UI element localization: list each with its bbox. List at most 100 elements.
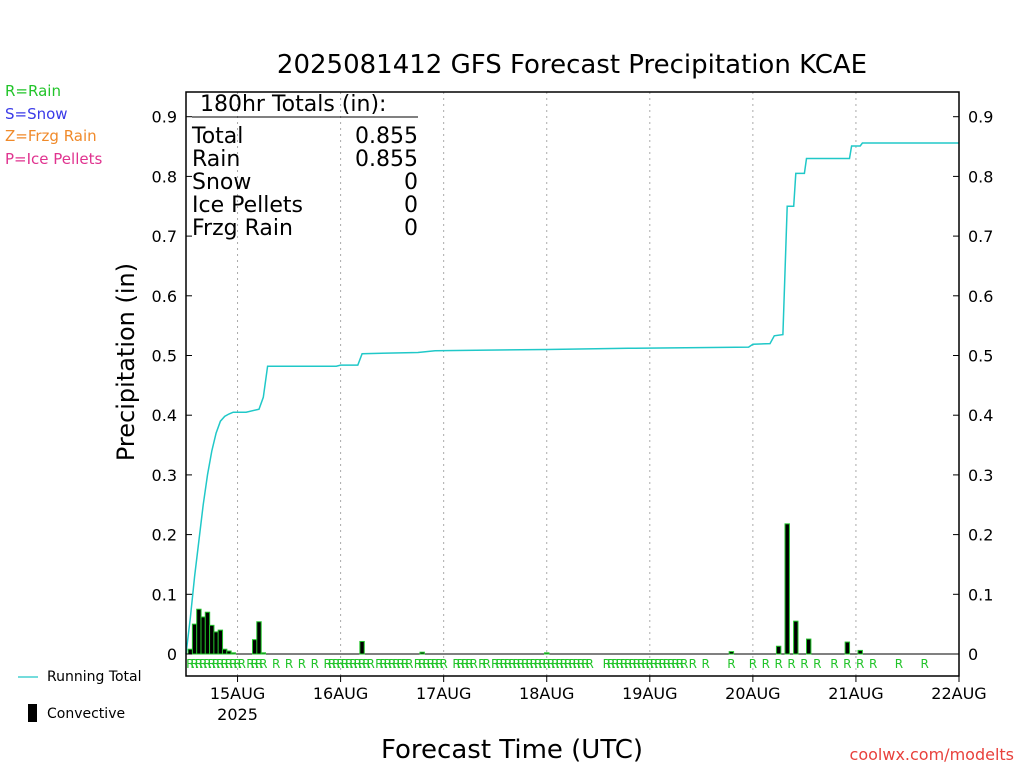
ptype-mark-rain: R bbox=[547, 657, 555, 671]
ptype-mark-rain: R bbox=[431, 657, 439, 671]
totals-label-frzg-rain: Frzg Rain bbox=[192, 216, 293, 241]
convective-bar bbox=[844, 641, 851, 655]
ptype-mark-rain: R bbox=[311, 657, 319, 671]
x-tick-sublabel: 2025 bbox=[217, 705, 258, 724]
ptype-mark-rain: R bbox=[749, 657, 757, 671]
ptype-mark-rain: R bbox=[439, 657, 447, 671]
ptype-mark-rain: R bbox=[195, 657, 203, 671]
convective-bar bbox=[252, 639, 258, 655]
ptype-mark-rain: R bbox=[538, 657, 546, 671]
ptype-mark-rain: R bbox=[401, 657, 409, 671]
x-tick-label: 17AUG bbox=[416, 684, 471, 703]
ptype-mark-rain: R bbox=[586, 657, 594, 671]
ptype-mark-rain: R bbox=[762, 657, 770, 671]
ptype-mark-rain: R bbox=[358, 657, 366, 671]
ptype-mark-rain: R bbox=[259, 657, 267, 671]
ptype-mark-rain: R bbox=[813, 657, 821, 671]
legend-snow: S=Snow bbox=[5, 105, 68, 123]
y-tick-label-right: 0.5 bbox=[968, 347, 993, 366]
ptype-mark-rain: R bbox=[482, 657, 490, 671]
y-tick-label-left: 0.7 bbox=[152, 227, 177, 246]
ptype-mark-rain: R bbox=[581, 657, 589, 671]
ptype-mark-rain: R bbox=[521, 657, 529, 671]
totals-value-rain: 0.855 bbox=[355, 147, 418, 172]
totals-value-frzg-rain: 0 bbox=[404, 216, 418, 241]
convective-bar bbox=[204, 611, 211, 655]
ptype-mark-rain: R bbox=[186, 657, 194, 671]
ptype-mark-rain: R bbox=[611, 657, 619, 671]
legend-ice-pellets: P=Ice Pellets bbox=[5, 150, 103, 168]
convective-bar bbox=[256, 621, 262, 655]
y-tick-label-left: 0.8 bbox=[152, 167, 177, 186]
ptype-mark-rain: R bbox=[517, 657, 525, 671]
ptype-mark-rain: R bbox=[427, 657, 435, 671]
x-tick-label: 21AUG bbox=[828, 684, 883, 703]
legend-rain: R=Rain bbox=[5, 82, 61, 100]
ptype-mark-rain: R bbox=[285, 657, 293, 671]
ptype-mark-rain: R bbox=[895, 657, 903, 671]
ptype-mark-rain: R bbox=[332, 657, 340, 671]
ptype-mark-rain: R bbox=[328, 657, 336, 671]
convective-bar bbox=[221, 648, 228, 655]
ptype-mark-rain: R bbox=[366, 657, 374, 671]
ptype-mark-rain: R bbox=[246, 657, 254, 671]
ptype-mark-rain: R bbox=[620, 657, 628, 671]
y-tick-label-right: 0.1 bbox=[968, 585, 993, 604]
running-total-legend-label: Running Total bbox=[47, 669, 142, 685]
x-axis-ticks: 15AUG 2025 16AUG 17AUG 18AUG 19AUG 20AUG 21AUG 2… bbox=[210, 676, 987, 724]
x-tick-label: 16AUG bbox=[313, 684, 368, 703]
ptype-mark-rain: R bbox=[397, 657, 405, 671]
ptype-mark-rain: R bbox=[659, 657, 667, 671]
y-tick-label-right: 0.7 bbox=[968, 227, 993, 246]
ptype-mark-rain: R bbox=[624, 657, 632, 671]
ptype-mark-rain: R bbox=[220, 657, 228, 671]
ptype-mark-rain: R bbox=[543, 657, 551, 671]
ptype-mark-rain: R bbox=[422, 657, 430, 671]
y-tick-label-right: 0.2 bbox=[968, 526, 993, 545]
y-axis-ticks: 0 00.1 0.10.2 0.20.3 0.30.4 0.40.5 0.50.6 0.60.… bbox=[152, 108, 994, 664]
y-tick-label-left: 0.4 bbox=[152, 406, 177, 425]
x-tick-label: 22AUG bbox=[931, 684, 986, 703]
ptype-mark-rain: R bbox=[345, 657, 353, 671]
ptype-mark-rain: R bbox=[504, 657, 512, 671]
y-tick-label-right: 0.4 bbox=[968, 406, 993, 425]
ptype-mark-rain: R bbox=[255, 657, 263, 671]
ptype-mark-rain: R bbox=[336, 657, 344, 671]
convective-bar bbox=[260, 652, 267, 655]
convective-bar bbox=[728, 651, 735, 655]
ptype-mark-rain: R bbox=[298, 657, 306, 671]
ptype-mark-rain: R bbox=[362, 657, 370, 671]
ptype-mark-rain: R bbox=[680, 657, 688, 671]
convective-bar bbox=[359, 640, 365, 655]
y-tick-label-left: 0.6 bbox=[152, 287, 177, 306]
ptype-mark-rain: R bbox=[229, 657, 237, 671]
ptype-mark-rain: R bbox=[641, 657, 649, 671]
ptype-mark-rain: R bbox=[513, 657, 521, 671]
convective-bar bbox=[213, 631, 219, 655]
x-tick-label: 19AUG bbox=[622, 684, 677, 703]
ptype-mark-rain: R bbox=[663, 657, 671, 671]
ptype-mark-rain: R bbox=[341, 657, 349, 671]
ptype-mark-rain: R bbox=[534, 657, 542, 671]
ptype-mark-rain: R bbox=[573, 657, 581, 671]
legend-frzg-rain: Z=Frzg Rain bbox=[5, 127, 97, 145]
y-tick-label-right: 0.9 bbox=[968, 108, 993, 127]
ptype-mark-rain: R bbox=[225, 657, 233, 671]
ptype-mark-rain: R bbox=[633, 657, 641, 671]
ptype-mark-rain: R bbox=[392, 657, 400, 671]
chart-title: 2025081412 GFS Forecast Precipitation KC… bbox=[276, 50, 868, 80]
totals-value-total: 0.855 bbox=[355, 124, 418, 149]
ptype-mark-rain: R bbox=[671, 657, 679, 671]
x-tick-label: 18AUG bbox=[519, 684, 574, 703]
ptype-mark-rain: R bbox=[203, 657, 211, 671]
x-tick-label: 20AUG bbox=[725, 684, 780, 703]
ptype-mark-rain: R bbox=[787, 657, 795, 671]
ptype-mark-rain: R bbox=[251, 657, 259, 671]
ptype-mark-rain: R bbox=[238, 657, 246, 671]
y-tick-label-left: 0.2 bbox=[152, 526, 177, 545]
ptype-mark-rain: R bbox=[555, 657, 563, 671]
convective-bar bbox=[419, 651, 425, 655]
y-tick-label-right: 0.6 bbox=[968, 287, 993, 306]
y-tick-label-right: 0.3 bbox=[968, 466, 993, 485]
